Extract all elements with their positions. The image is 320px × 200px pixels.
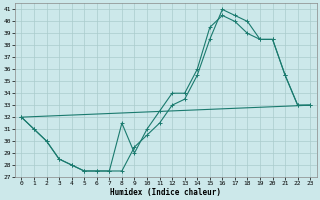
X-axis label: Humidex (Indice chaleur): Humidex (Indice chaleur) [110,188,221,197]
